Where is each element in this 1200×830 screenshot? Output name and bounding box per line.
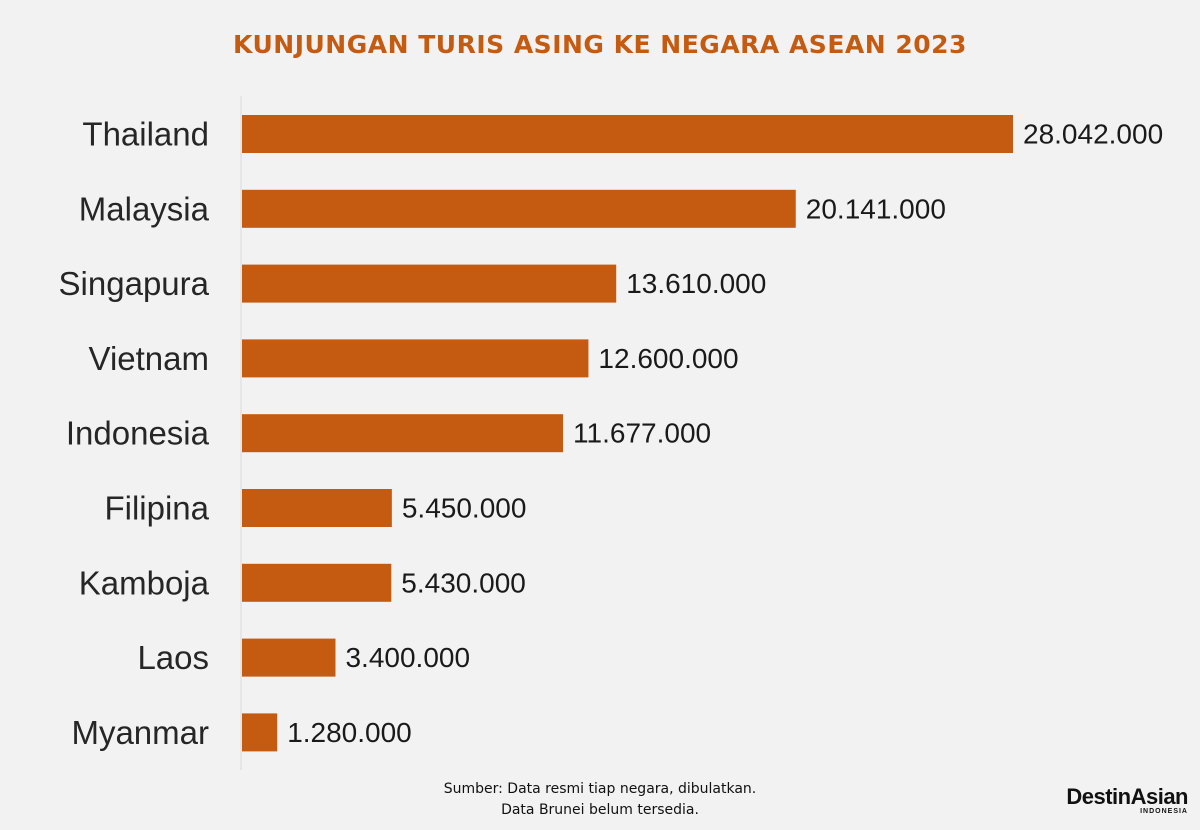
value-label-thailand: 28.042.000	[1023, 119, 1163, 150]
bar-filipina	[242, 489, 392, 527]
category-label-myanmar: Myanmar	[71, 714, 209, 751]
category-label-laos: Laos	[137, 639, 209, 676]
bar-singapura	[242, 264, 617, 303]
category-label-indonesia: Indonesia	[66, 415, 210, 452]
logo-wordmark: DestinAsian	[1066, 784, 1188, 809]
value-label-malaysia: 20.141.000	[806, 193, 946, 224]
destinasian-logo: DestinAsian INDONESIA	[1066, 786, 1188, 816]
source-note-brunei: Data Brunei belum tersedia.	[501, 802, 699, 818]
value-label-myanmar: 1.280.000	[287, 717, 412, 748]
category-label-singapura: Singapura	[59, 265, 210, 302]
bar-indonesia	[242, 414, 564, 453]
bar-malaysia	[242, 189, 796, 228]
value-label-filipina: 5.450.000	[402, 493, 527, 524]
category-label-malaysia: Malaysia	[79, 190, 210, 227]
category-label-filipina: Filipina	[104, 490, 209, 527]
chart-title: KUNJUNGAN TURIS ASING KE NEGARA ASEAN 20…	[233, 30, 967, 59]
value-label-laos: 3.400.000	[345, 642, 470, 673]
value-label-indonesia: 11.677.000	[573, 418, 711, 449]
bar-kamboja	[242, 563, 392, 602]
category-label-kamboja: Kamboja	[79, 564, 210, 601]
bar-myanmar	[242, 713, 278, 752]
logo-subtitle: INDONESIA	[1140, 808, 1188, 815]
category-label-thailand: Thailand	[82, 116, 209, 153]
value-label-singapura: 13.610.000	[626, 268, 766, 299]
category-label-vietnam: Vietnam	[89, 340, 209, 377]
bar-laos	[242, 638, 336, 677]
source-note: Sumber: Data resmi tiap negara, dibulatk…	[443, 781, 757, 797]
bar-vietnam	[242, 339, 589, 378]
value-label-vietnam: 12.600.000	[598, 343, 738, 374]
value-label-kamboja: 5.430.000	[401, 567, 526, 598]
bar-thailand	[242, 115, 1013, 153]
